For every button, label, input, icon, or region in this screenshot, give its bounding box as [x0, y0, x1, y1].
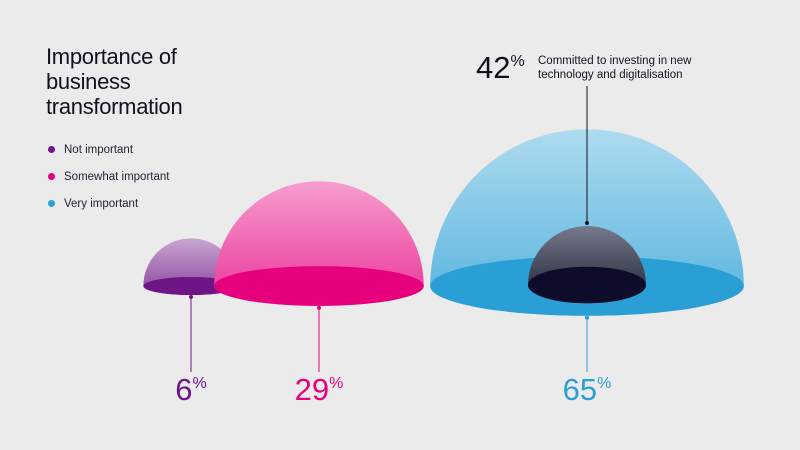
legend-item-not-important: Not important — [48, 136, 169, 163]
value-label: 65% — [563, 372, 612, 407]
dome-somewhat-important — [214, 181, 424, 306]
dome-inset-committed — [528, 226, 646, 304]
legend: Not important Somewhat important Very im… — [48, 136, 169, 217]
legend-label: Not important — [64, 143, 134, 156]
inset-value-label: 42% — [476, 50, 525, 85]
legend-dot-very-important — [48, 200, 55, 207]
legend-item-somewhat-important: Somewhat important — [48, 163, 169, 190]
value-label: 6% — [175, 372, 206, 407]
inset-description: Committed to investing in new technology … — [538, 55, 692, 81]
legend-label: Somewhat important — [64, 170, 170, 183]
legend-dot-not-important — [48, 146, 55, 153]
legend-item-very-important: Very important — [48, 190, 169, 217]
value-label: 29% — [295, 372, 344, 407]
legend-label: Very important — [64, 197, 139, 210]
chart-title: Importance of business transformation — [46, 44, 183, 119]
legend-dot-somewhat-important — [48, 173, 55, 180]
